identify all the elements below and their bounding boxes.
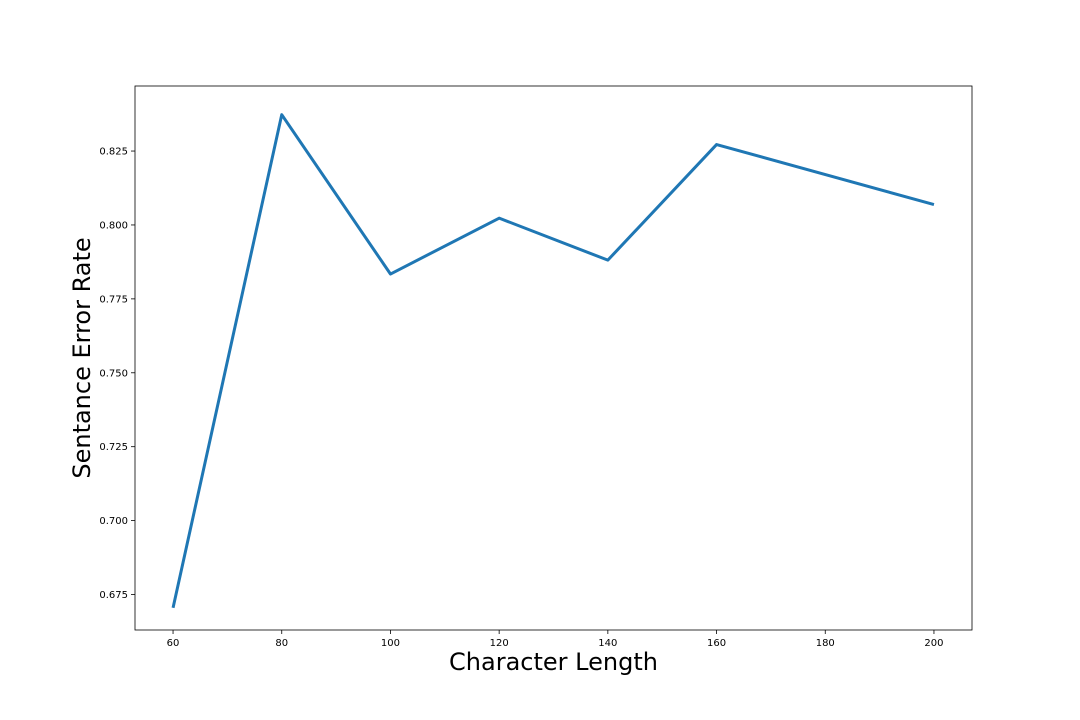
series-layer bbox=[171, 113, 935, 609]
x-tick-label: 200 bbox=[924, 638, 943, 649]
y-axis-ticks: 0.675 0.700 0.725 0.750 0.775 0.800 0.825 bbox=[99, 147, 135, 601]
y-axis-title: Sentance Error Rate bbox=[68, 237, 96, 478]
y-tick-label: 0.800 bbox=[99, 220, 128, 231]
x-tick-label: 180 bbox=[816, 638, 835, 649]
x-tick-label: 120 bbox=[490, 638, 509, 649]
x-tick-label: 80 bbox=[275, 638, 288, 649]
plot-area-frame bbox=[134, 85, 973, 631]
y-tick-label: 0.725 bbox=[99, 442, 128, 453]
x-axis-title: Character Length bbox=[449, 648, 658, 676]
x-tick-label: 100 bbox=[381, 638, 400, 649]
x-tick-label: 140 bbox=[598, 638, 617, 649]
y-tick-label: 0.825 bbox=[99, 147, 128, 158]
x-axis-ticks: 60 80 100 120 140 160 180 200 bbox=[167, 630, 944, 649]
y-tick-label: 0.675 bbox=[99, 590, 128, 601]
series-line bbox=[171, 113, 935, 609]
y-tick-label: 0.700 bbox=[99, 516, 128, 527]
x-tick-label: 160 bbox=[707, 638, 726, 649]
y-tick-label: 0.775 bbox=[99, 294, 128, 305]
y-tick-label: 0.750 bbox=[99, 368, 128, 379]
x-tick-label: 60 bbox=[167, 638, 180, 649]
